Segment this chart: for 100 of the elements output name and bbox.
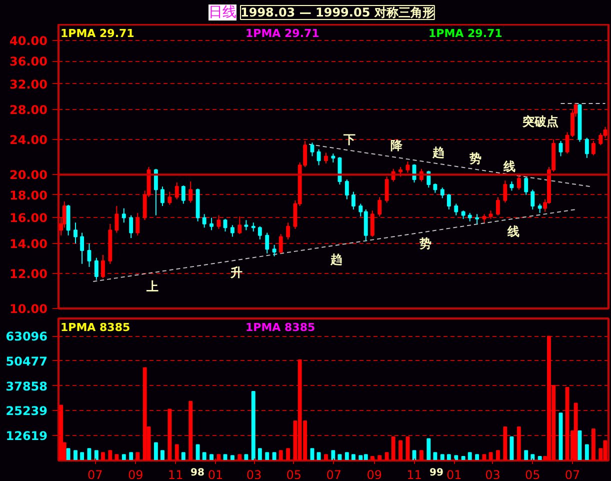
bar	[584, 444, 589, 460]
annotation: 势	[468, 152, 482, 166]
annotation: 突破点	[522, 114, 558, 128]
y-tick-label: 16.00	[10, 211, 48, 226]
bar	[344, 452, 349, 460]
y-tick-label: 20.00	[10, 168, 48, 182]
bar	[66, 448, 70, 460]
bar	[122, 454, 126, 460]
y-tick-label: 24.00	[10, 132, 48, 147]
y-tick-label: 10.00	[10, 302, 48, 316]
candlestick	[168, 191, 172, 206]
candlestick	[210, 217, 214, 231]
candlestick	[558, 140, 563, 157]
candlestick	[310, 142, 314, 157]
candlestick	[324, 152, 328, 164]
bar	[433, 452, 438, 460]
bar	[468, 452, 472, 460]
bar	[446, 454, 451, 460]
candlestick	[202, 214, 206, 228]
candlestick	[286, 222, 290, 240]
y-tick-label: 50477	[6, 354, 48, 368]
candlestick	[446, 193, 451, 210]
candlestick	[80, 232, 84, 264]
bar	[351, 454, 356, 460]
candlestick	[378, 196, 382, 218]
candlestick	[510, 180, 514, 192]
candlestick	[129, 214, 134, 239]
bar	[136, 452, 140, 460]
candlestick	[278, 234, 283, 254]
y-tick-label: 18.00	[10, 188, 48, 202]
bar	[398, 440, 403, 460]
bar	[196, 444, 200, 460]
candlestick	[238, 216, 242, 235]
annotation: 趋	[330, 252, 342, 266]
candlestick	[316, 148, 321, 166]
candlestick	[344, 178, 349, 200]
bar	[101, 452, 105, 460]
bar	[503, 426, 508, 460]
annotation: 线	[506, 224, 520, 238]
annotation: 趋	[432, 146, 444, 160]
chart-subtitle: 日线	[208, 4, 236, 20]
bar	[202, 452, 206, 460]
y-tick-label: 12619	[6, 429, 48, 444]
bar	[530, 454, 535, 460]
bar	[210, 454, 214, 460]
chart-title: 1998.03 — 1999.05 对称三角形	[240, 6, 434, 20]
bar	[154, 442, 158, 460]
candlestick	[122, 208, 126, 224]
candlestick	[160, 186, 164, 206]
bar	[516, 426, 521, 460]
bar	[461, 456, 466, 460]
bar	[475, 454, 480, 460]
candlestick	[244, 220, 248, 231]
candlestick	[94, 257, 98, 280]
bar	[574, 402, 578, 460]
bar	[188, 400, 193, 460]
candlestick	[136, 212, 140, 236]
bar	[488, 452, 493, 460]
bar	[510, 436, 514, 460]
candlestick	[406, 161, 410, 174]
candlestick	[114, 205, 119, 234]
y-tick-label: 32.00	[10, 77, 48, 92]
bar	[114, 454, 119, 460]
bar	[591, 428, 596, 460]
bar	[244, 454, 248, 460]
candlestick	[496, 196, 500, 216]
x-tick-label: 11	[406, 468, 422, 481]
annotation: 升	[230, 266, 242, 280]
bar	[94, 450, 98, 460]
candlestick	[74, 222, 78, 244]
text: 98	[190, 468, 204, 478]
annotation: 1PMA 8385	[60, 321, 130, 334]
bar	[258, 448, 262, 460]
candlestick	[154, 168, 158, 216]
y-tick-label: 14.00	[10, 237, 48, 251]
annotation: 势	[418, 236, 432, 250]
x-tick-label: 07	[326, 468, 342, 481]
candlestick	[87, 243, 92, 268]
bar	[324, 454, 328, 460]
bar	[108, 450, 112, 460]
x-tick-label: 07	[564, 468, 580, 481]
bar	[538, 456, 542, 460]
candlestick	[223, 218, 228, 232]
y-tick-label: 40.00	[10, 34, 48, 48]
candlestick	[584, 137, 589, 158]
bar	[230, 455, 234, 460]
bar	[74, 450, 78, 460]
bar	[496, 450, 500, 460]
bar	[440, 454, 444, 460]
bar	[331, 450, 336, 460]
bar	[524, 450, 528, 460]
text: 99	[430, 468, 444, 478]
y-tick-label: 12.00	[10, 266, 48, 281]
candlestick	[181, 185, 186, 204]
annotation: 降	[390, 138, 404, 152]
bar	[286, 448, 290, 460]
bar	[316, 452, 321, 460]
x-tick-label: 09	[128, 468, 144, 481]
bar	[59, 404, 64, 460]
bar	[142, 367, 147, 460]
